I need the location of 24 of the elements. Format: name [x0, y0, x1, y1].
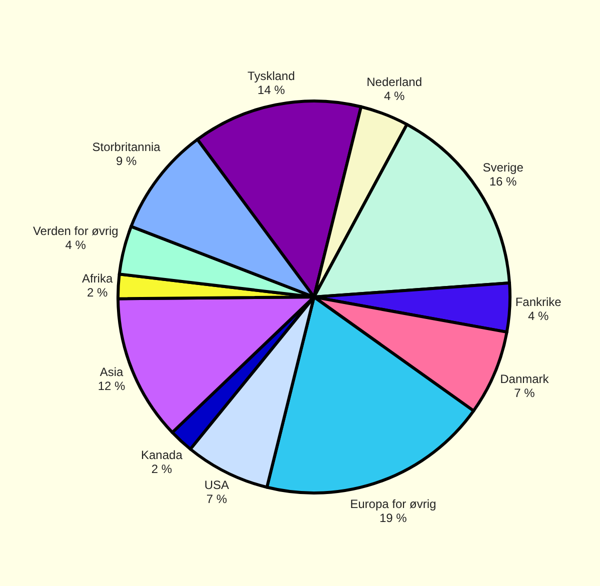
- slice-label: Fankrike: [515, 295, 562, 310]
- data-label: 7 %: [514, 386, 536, 400]
- data-label: 7 %: [206, 492, 228, 506]
- data-label: 2 %: [151, 462, 172, 476]
- slice-label: Asia: [100, 365, 124, 380]
- data-label: 16 %: [489, 174, 518, 189]
- slice-label: Verden for øvrig: [32, 224, 118, 238]
- data-label: 12 %: [98, 379, 126, 394]
- data-label: 4 %: [528, 309, 550, 324]
- slice-label: Tyskland: [248, 68, 295, 83]
- data-label: 2 %: [86, 285, 108, 300]
- slice-label: Afrika: [82, 271, 113, 286]
- slice-label: Europa for øvrig: [350, 496, 436, 511]
- slice-label: Nederland: [366, 74, 422, 89]
- slice-label: Storbritannia: [92, 140, 161, 154]
- slice-label: Sverige: [482, 160, 524, 175]
- data-label: 14 %: [258, 82, 286, 97]
- data-label: 9 %: [116, 154, 137, 168]
- data-label: 4 %: [65, 238, 86, 252]
- data-label: 19 %: [379, 510, 408, 525]
- slice-label: Danmark: [500, 372, 550, 386]
- slice-label: USA: [204, 478, 230, 492]
- slice-label: Kanada: [141, 448, 183, 462]
- data-label: 4 %: [384, 88, 405, 103]
